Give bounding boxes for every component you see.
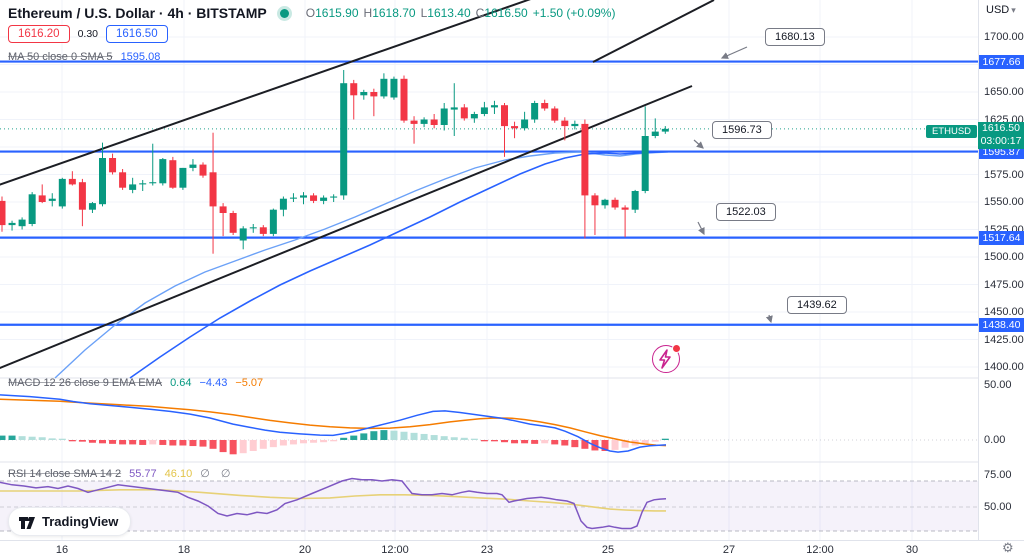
price-axis[interactable]: USD ▾ 1700.00 1650.00 1625.00 1575.00 1550.00… (978, 0, 1024, 540)
macd-signal-value: −5.07 (235, 377, 264, 389)
price-callout[interactable]: 1596.73 (712, 121, 772, 139)
price-tick: 1425.00 (984, 333, 1024, 346)
rsi-null-values: ∅ ∅ (200, 468, 235, 480)
time-tick: 18 (177, 544, 191, 556)
price-tick: 1700.00 (984, 31, 1024, 43)
notification-dot (672, 344, 681, 353)
candles-layer (0, 70, 669, 254)
rsi-title[interactable]: RSI 14 close SMA 14 2 (8, 468, 122, 480)
time-tick: 23 (480, 544, 494, 556)
spread-value: 0.30 (77, 28, 99, 40)
price-tick: 0.00 (984, 434, 1006, 446)
price-tick: 1450.00 (984, 306, 1024, 318)
price-tick: 1400.00 (984, 361, 1024, 373)
ma-value: 1595.08 (120, 51, 161, 63)
symbol-legend: Ethereum / U.S. Dollar · 4h · BITSTAMP O… (8, 5, 615, 21)
ohlc-readout: O1615.90 H1618.70 L1613.40 C1616.50 +1.5… (306, 6, 616, 20)
price-tick: 1475.00 (984, 278, 1024, 291)
price-tick: 75.00 (984, 469, 1012, 481)
line-price-label: 1438.40 (979, 317, 1024, 332)
rsi-value: 55.77 (129, 468, 157, 480)
price-tick: 1650.00 (984, 86, 1024, 98)
price-tick: 50.00 (984, 501, 1012, 513)
macd-title[interactable]: MACD 12 26 close 9 EMA EMA (8, 377, 163, 389)
macd-indicator-legend[interactable]: MACD 12 26 close 9 EMA EMA 0.64 −4.43 −5… (8, 377, 263, 389)
chevron-down-icon: ▾ (1011, 5, 1016, 15)
change-value: +1.50 (+0.09%) (532, 6, 616, 20)
rsi-sma-value: 46.10 (164, 468, 193, 480)
high-label: H (363, 6, 373, 20)
buy-button[interactable]: 1616.50 (106, 25, 168, 43)
close-label: C (475, 6, 485, 20)
current-price-value: 1616.50 (982, 122, 1020, 134)
market-status-icon[interactable] (279, 8, 289, 18)
ma-title[interactable]: MA 50 close 0 SMA 5 (8, 51, 113, 63)
time-tick: 12:00 (806, 544, 834, 556)
low-value: 1613.40 (427, 6, 471, 20)
bar-countdown-timer: 03:00:17 (980, 135, 1022, 147)
currency-dropdown[interactable]: USD ▾ (986, 4, 1016, 16)
rsi-indicator-legend[interactable]: RSI 14 close SMA 14 2 55.77 46.10 ∅ ∅ (8, 467, 234, 480)
time-tick: 27 (722, 544, 736, 556)
price-tick: 50.00 (984, 379, 1012, 391)
high-value: 1618.70 (372, 6, 416, 20)
time-tick: 20 (298, 544, 312, 556)
lightning-button[interactable] (652, 344, 681, 373)
time-tick: 16 (55, 544, 69, 556)
lightning-icon (659, 349, 671, 369)
open-label: O (305, 6, 316, 20)
time-tick: 12:00 (381, 544, 409, 556)
price-tick: 1500.00 (984, 251, 1024, 263)
price-callout[interactable]: 1522.03 (716, 203, 776, 221)
tradingview-wordmark: TradingView (42, 514, 119, 529)
close-value: 1616.50 (484, 6, 528, 20)
symbol-price-tag: ETHUSD (926, 125, 977, 138)
time-tick: 25 (601, 544, 615, 556)
macd-hist-value: 0.64 (170, 377, 192, 389)
macd-line-value: −4.43 (199, 377, 228, 389)
quote-row: 1616.20 0.30 1616.50 (8, 25, 168, 43)
time-tick: 30 (905, 544, 919, 556)
line-price-label: 1517.64 (979, 230, 1024, 245)
current-price-label: 1616.50 03:00:17 (978, 122, 1024, 149)
sell-button[interactable]: 1616.20 (8, 25, 70, 43)
tradingview-mark-icon (19, 516, 35, 529)
settings-gear-icon[interactable]: ⚙ (1002, 540, 1014, 555)
tradingview-logo[interactable]: TradingView (8, 507, 132, 536)
ma-indicator-legend[interactable]: MA 50 close 0 SMA 5 1595.08 (8, 51, 160, 63)
price-callout[interactable]: 1680.13 (765, 28, 825, 46)
price-callout[interactable]: 1439.62 (787, 296, 847, 314)
price-tick: 1575.00 (984, 168, 1024, 181)
open-value: 1615.90 (315, 6, 359, 20)
low-label: L (420, 6, 428, 20)
line-price-label: 1677.66 (979, 54, 1024, 69)
symbol-title[interactable]: Ethereum / U.S. Dollar · 4h · BITSTAMP (8, 5, 267, 21)
time-axis[interactable]: 16 18 20 12:00 23 25 27 12:00 30 (0, 540, 1024, 559)
price-tick: 1550.00 (984, 196, 1024, 208)
currency-label: USD (986, 4, 1010, 16)
